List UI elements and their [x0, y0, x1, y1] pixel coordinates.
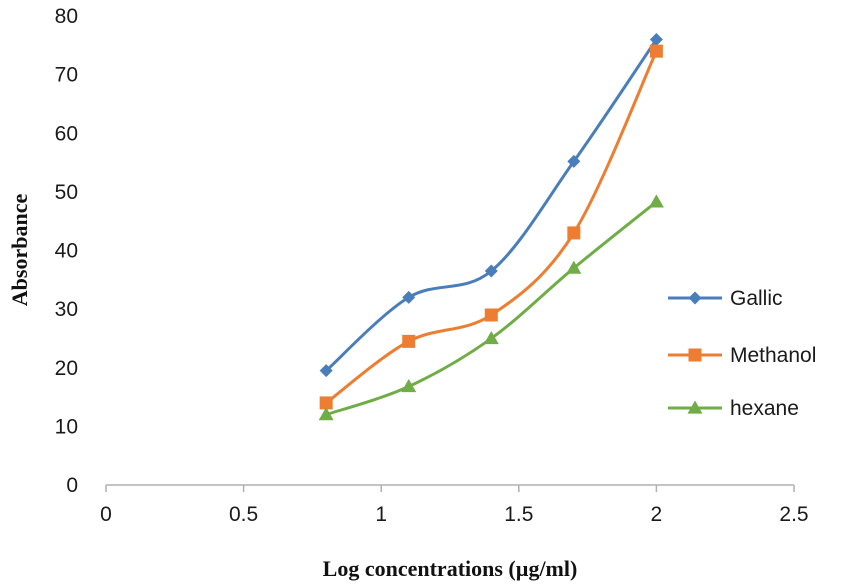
- x-tick-label: 1: [375, 503, 387, 526]
- y-tick-label: 30: [55, 298, 78, 321]
- series-hexane-line: [325, 200, 658, 417]
- legend-marker: [687, 400, 703, 414]
- legend-label: hexane: [730, 397, 799, 420]
- y-axis-title: Absorbance: [7, 194, 32, 307]
- y-tick-label: 0: [66, 474, 78, 497]
- y-tick-label: 50: [55, 181, 78, 204]
- series-layer: [318, 32, 664, 421]
- legend-item-hexane: hexane: [668, 397, 799, 420]
- y-tick-label: 10: [55, 415, 78, 438]
- x-tick-label: 2.5: [779, 503, 808, 526]
- x-axis-title: Log concentrations (µg/ml): [323, 556, 578, 581]
- x-tick-label: 2: [651, 503, 663, 526]
- legend-marker: [688, 348, 702, 362]
- legend-label: Methanol: [730, 344, 816, 367]
- y-tick-label: 60: [55, 122, 78, 145]
- data-point-methanol: [319, 396, 333, 410]
- legend: Gallic Methanol hexane: [668, 287, 816, 420]
- y-axis-ticks: 0 10 20 30 40 50 60 70 80: [55, 5, 78, 497]
- legend-label: Gallic: [730, 287, 783, 310]
- legend-item-gallic: Gallic: [668, 287, 783, 310]
- y-tick-label: 20: [55, 357, 78, 380]
- data-point-methanol: [567, 226, 581, 240]
- legend-marker: [688, 291, 702, 305]
- data-point-methanol: [649, 44, 663, 58]
- series-hexane: [318, 194, 664, 421]
- data-point-gallic: [319, 364, 333, 378]
- y-tick-label: 40: [55, 240, 78, 263]
- series-methanol-line: [325, 50, 658, 405]
- legend-item-methanol: Methanol: [668, 344, 816, 367]
- y-tick-label: 70: [55, 64, 78, 87]
- data-point-hexane: [566, 260, 582, 274]
- y-tick-label: 80: [55, 5, 78, 28]
- data-point-methanol: [484, 308, 498, 322]
- data-point-hexane: [483, 330, 499, 345]
- series-gallic-line: [325, 38, 658, 372]
- data-point-hexane: [401, 379, 417, 393]
- data-point-gallic: [567, 154, 581, 168]
- x-tick-label: 0.5: [229, 503, 258, 526]
- data-point-hexane: [648, 194, 664, 208]
- data-point-methanol: [402, 334, 416, 348]
- data-point-hexane: [318, 407, 334, 421]
- data-point-gallic: [402, 290, 416, 304]
- series-methanol: [319, 44, 663, 410]
- series-gallic: [319, 32, 663, 378]
- data-point-gallic: [649, 32, 663, 46]
- data-point-gallic: [484, 264, 498, 278]
- x-tick-label: 1.5: [504, 503, 533, 526]
- x-axis-ticks: 0 0.5 1 1.5 2 2.5: [100, 485, 809, 526]
- x-tick-label: 0: [100, 503, 112, 526]
